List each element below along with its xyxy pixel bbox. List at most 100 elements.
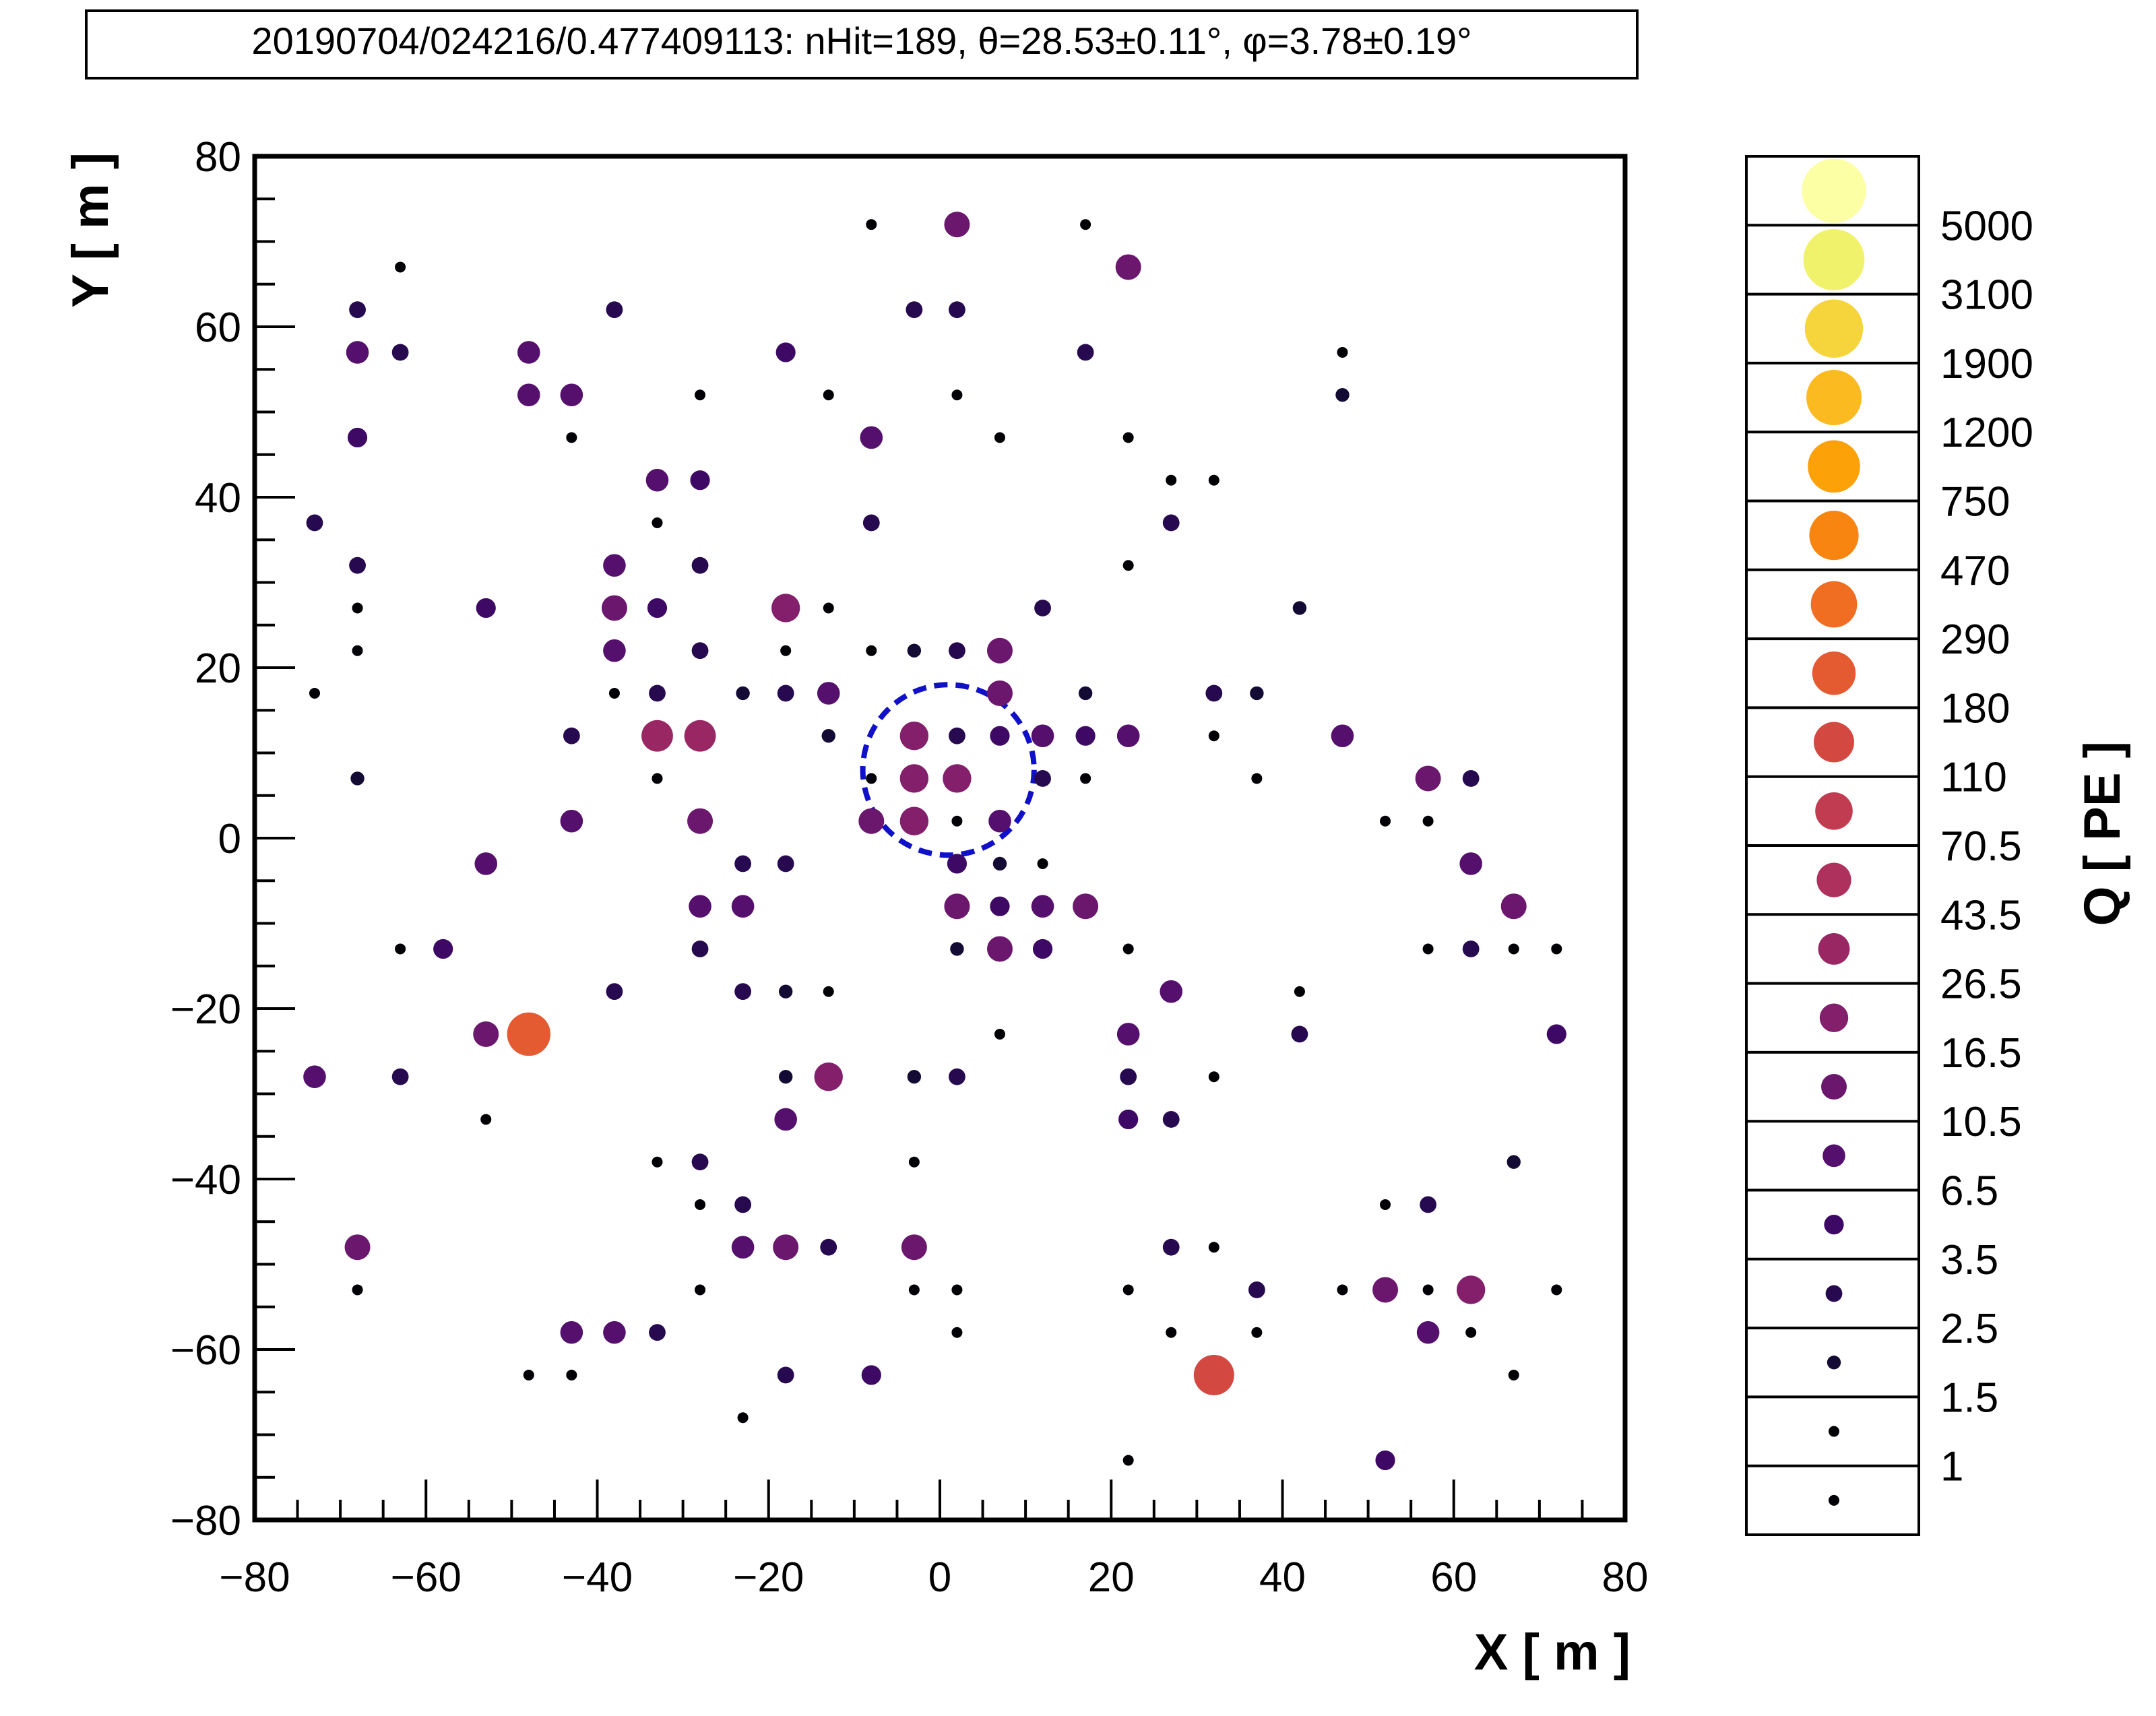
hit-point xyxy=(737,1412,749,1424)
hit-point xyxy=(1032,939,1053,959)
hit-point xyxy=(990,726,1010,746)
hit-point xyxy=(391,344,409,361)
hit-point xyxy=(1208,1071,1219,1083)
hit-point xyxy=(778,1070,793,1084)
hit-point xyxy=(731,1236,755,1259)
hit-point xyxy=(944,893,970,920)
hit-point xyxy=(691,1153,709,1171)
hit-point xyxy=(771,594,800,623)
hit-point xyxy=(773,1234,799,1261)
colorbar-level-label: 180 xyxy=(1940,685,2010,732)
x-tick-label: 80 xyxy=(1602,1554,1649,1601)
hit-point xyxy=(986,637,1013,664)
hit-point xyxy=(1208,474,1219,486)
hit-point xyxy=(951,389,963,401)
colorbar-level-label: 1200 xyxy=(1940,410,2033,456)
hit-point xyxy=(950,942,964,956)
colorbar-swatch xyxy=(1827,1356,1841,1370)
colorbar-level-label: 3100 xyxy=(1940,272,2033,319)
hit-point xyxy=(346,341,369,364)
hit-point xyxy=(1116,1023,1140,1046)
hit-point xyxy=(691,642,709,660)
hit-point xyxy=(907,643,922,658)
x-tick-label: 60 xyxy=(1430,1554,1477,1601)
y-tick-label: 80 xyxy=(195,134,241,181)
hit-point xyxy=(695,1284,706,1296)
hit-point xyxy=(899,722,929,751)
hit-point xyxy=(395,261,406,273)
hit-point xyxy=(347,427,368,448)
hit-point xyxy=(1080,219,1091,230)
hit-point xyxy=(303,1065,326,1088)
hit-point xyxy=(523,1369,534,1380)
hit-point xyxy=(1122,943,1134,955)
x-tick-label: 20 xyxy=(1088,1554,1135,1601)
hit-point xyxy=(690,470,710,490)
colorbar-swatch xyxy=(1808,440,1860,493)
y-tick-label: 60 xyxy=(195,305,241,351)
x-tick-label: −20 xyxy=(733,1554,804,1601)
hit-point xyxy=(821,729,835,743)
hit-point xyxy=(949,1068,965,1085)
colorbar-level-label: 5000 xyxy=(1940,203,2033,249)
colorbar-swatch xyxy=(1816,862,1851,897)
hit-point xyxy=(1120,1068,1137,1085)
hit-point xyxy=(777,1366,794,1384)
colorbar-level-label: 1900 xyxy=(1940,341,2033,387)
hit-points xyxy=(303,212,1566,1471)
hit-point xyxy=(862,514,880,532)
hit-point xyxy=(1080,773,1091,784)
hit-point xyxy=(1073,893,1099,920)
hit-point xyxy=(1162,514,1180,532)
hit-point xyxy=(990,896,1010,916)
hit-point xyxy=(860,426,883,449)
hit-point xyxy=(986,936,1013,962)
hit-point xyxy=(1331,724,1354,747)
hit-point xyxy=(1416,1321,1440,1344)
hit-point xyxy=(687,808,714,834)
hit-point xyxy=(1546,1024,1566,1044)
hit-point xyxy=(1251,773,1263,784)
hit-point xyxy=(1115,254,1141,280)
x-tick-label: −60 xyxy=(391,1554,462,1601)
hit-point xyxy=(949,727,965,744)
hit-point xyxy=(1162,1111,1180,1128)
hit-point xyxy=(1122,1455,1134,1466)
colorbar-swatch xyxy=(1804,299,1864,358)
hit-point xyxy=(689,895,711,918)
hit-point xyxy=(391,1068,409,1085)
hit-point xyxy=(1462,941,1480,957)
hit-point xyxy=(780,645,792,656)
hit-point xyxy=(517,341,540,364)
hit-point xyxy=(823,389,834,401)
hit-point xyxy=(1372,1277,1399,1303)
colorbar-swatch xyxy=(1818,933,1850,965)
colorbar: 5000 3100 1900 1200 750 470 290 180 110 70.5 43.5 2… xyxy=(1746,158,2033,1506)
hit-point xyxy=(908,1284,920,1296)
colorbar-swatch xyxy=(1806,370,1862,426)
hit-point xyxy=(1208,730,1219,742)
y-axis-label: Y [ m ] xyxy=(62,152,119,308)
hit-point xyxy=(994,432,1005,443)
title-box xyxy=(85,9,1639,80)
hit-point xyxy=(1037,858,1048,869)
hit-point xyxy=(1205,685,1223,702)
hit-point xyxy=(1250,686,1264,701)
hit-point xyxy=(817,682,840,705)
y-tick-label: 40 xyxy=(195,475,241,521)
hit-point xyxy=(601,595,627,621)
hit-point xyxy=(1337,1284,1348,1296)
hit-point xyxy=(908,1156,920,1168)
hit-point xyxy=(395,943,406,955)
hit-point xyxy=(1380,815,1391,827)
hit-point xyxy=(1375,1450,1395,1471)
hit-point xyxy=(1337,346,1348,358)
hit-point xyxy=(1422,943,1434,955)
hit-point xyxy=(560,1321,583,1344)
hit-point xyxy=(1118,1109,1139,1130)
hit-point xyxy=(1551,943,1562,955)
hit-point xyxy=(473,1021,499,1047)
hit-point xyxy=(691,941,709,957)
